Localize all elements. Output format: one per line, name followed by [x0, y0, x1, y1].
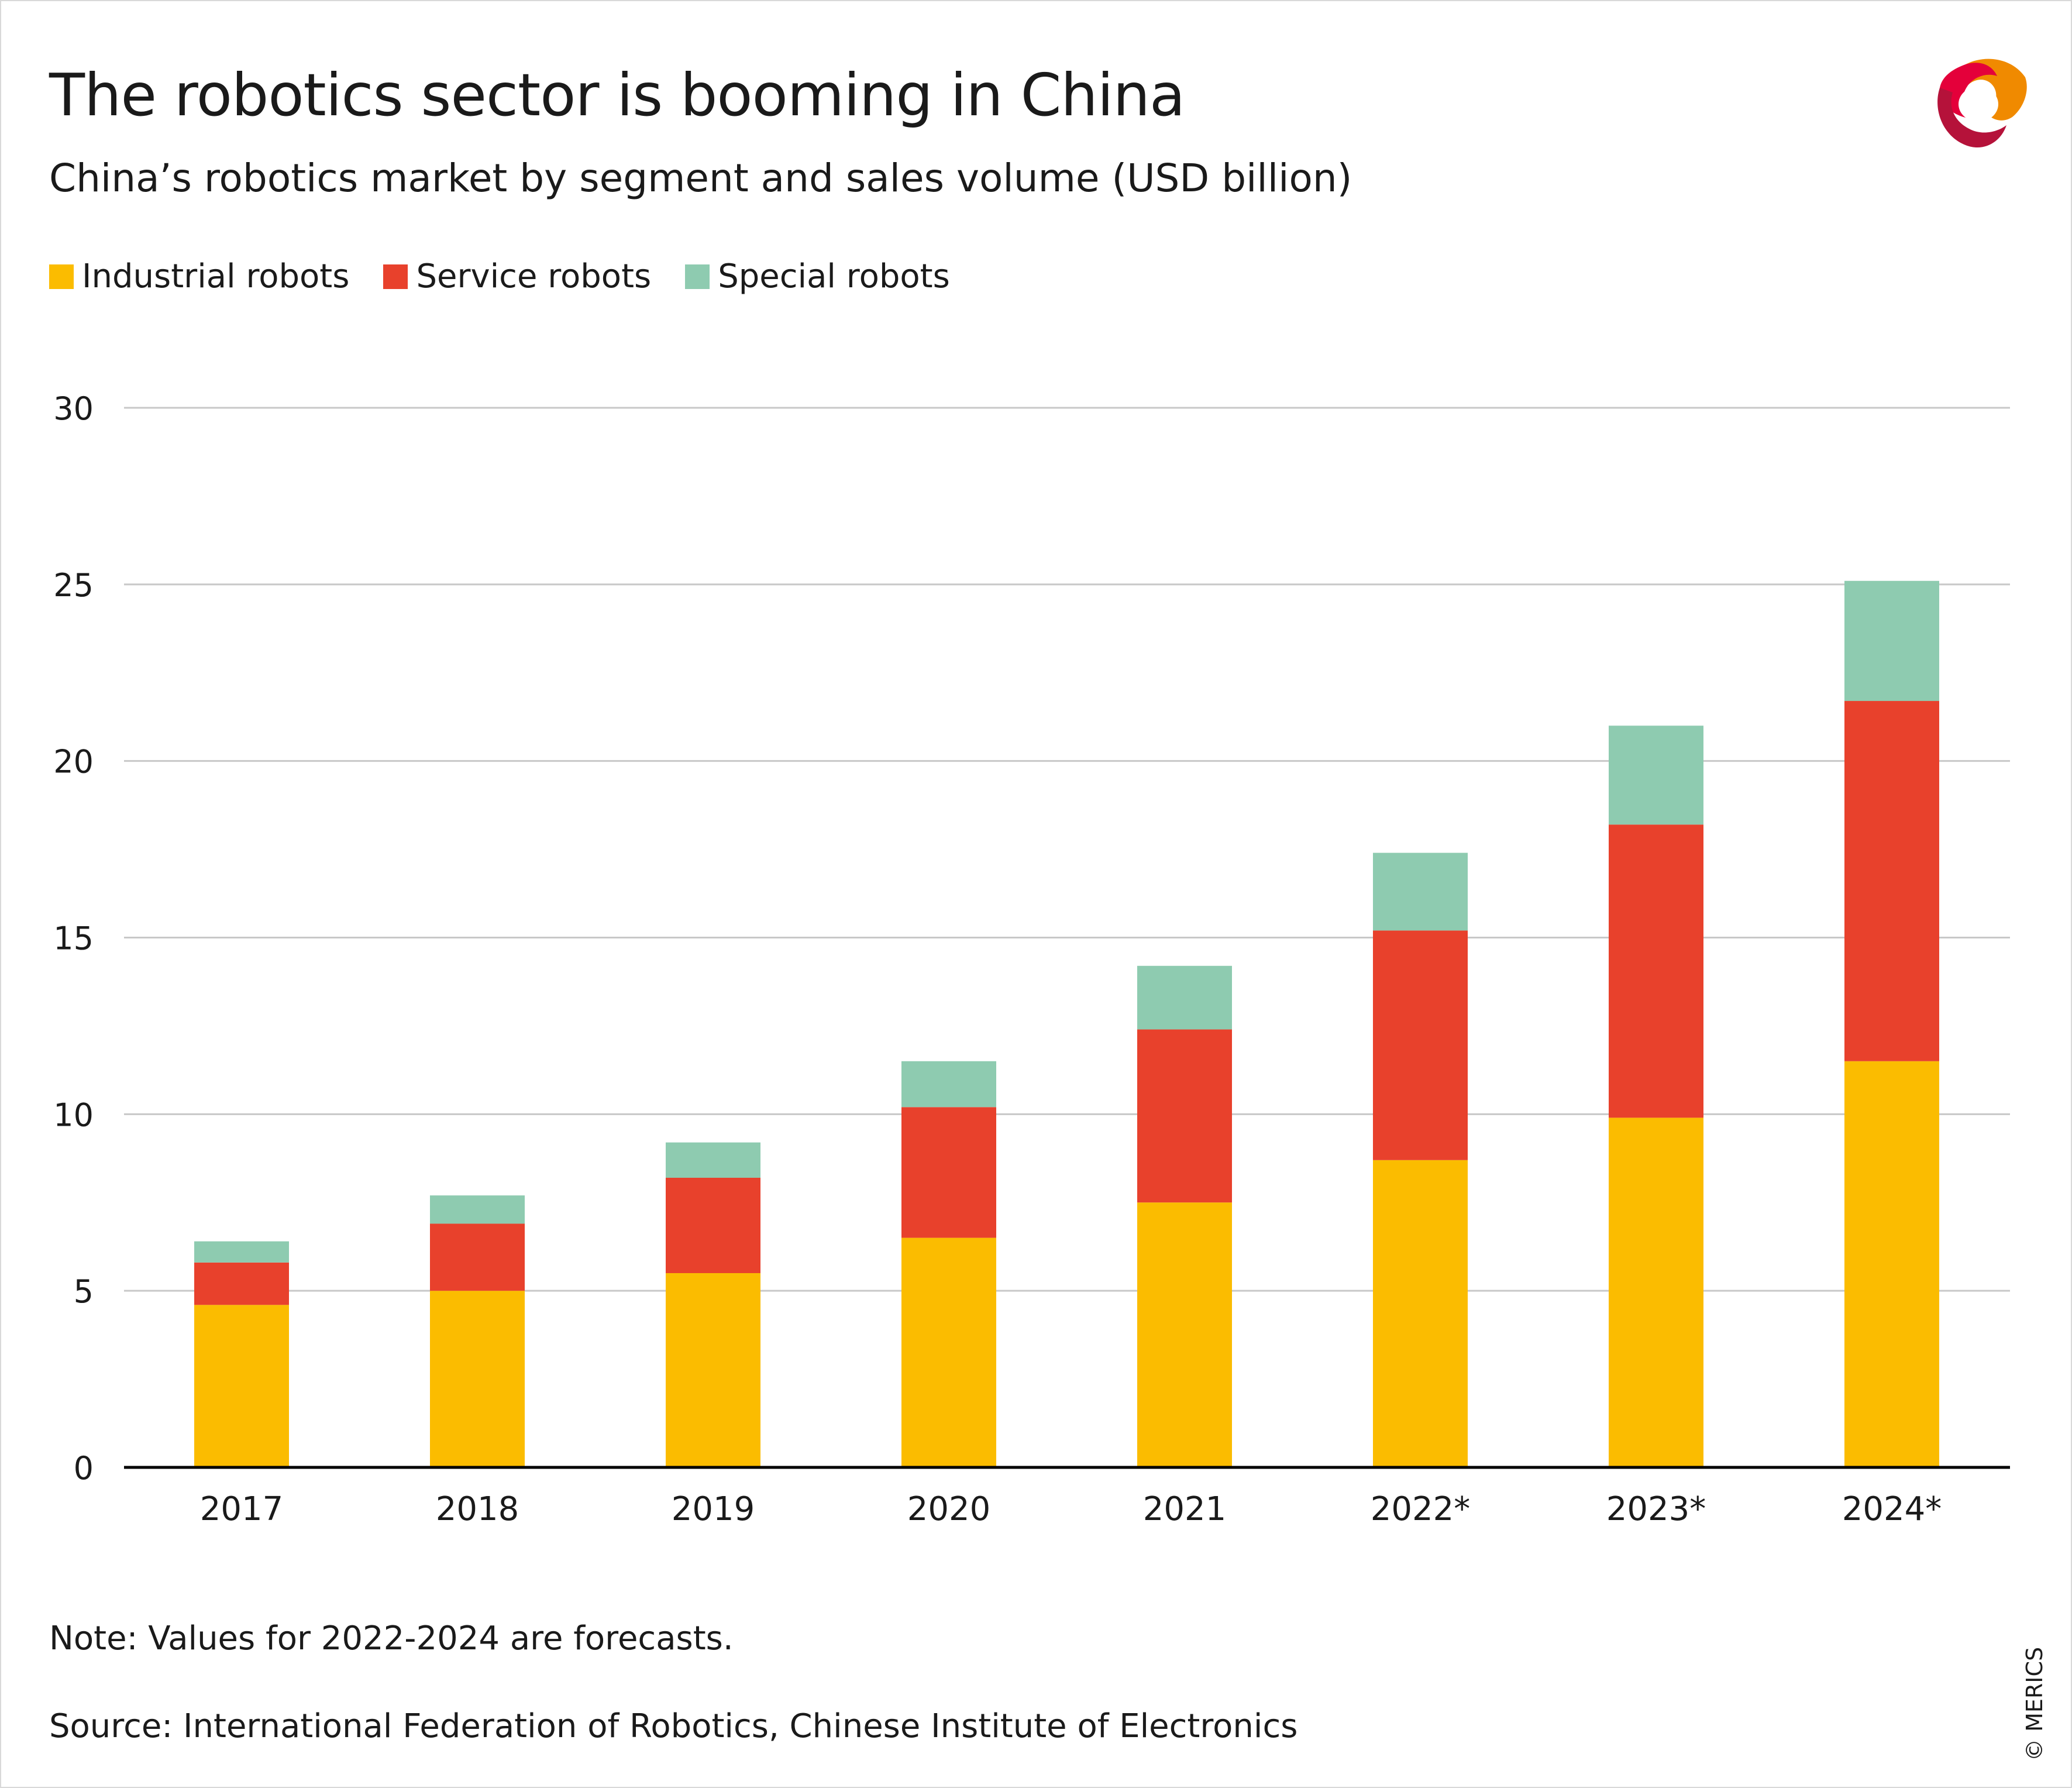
bar-special-2024: [1844, 580, 1939, 702]
bar-service-2017: [194, 1262, 289, 1305]
y-tick-label-25: 25: [53, 567, 94, 604]
bars: [194, 580, 1939, 1467]
legend-label-service: Service robots: [416, 257, 652, 295]
bar-special-2020: [901, 1061, 996, 1108]
bar-industrial-2019: [666, 1273, 760, 1467]
bar-service-2019: [666, 1177, 760, 1273]
legend: Industrial robots Service robots Special…: [49, 257, 950, 295]
bar-service-2024: [1844, 701, 1939, 1061]
legend-swatch-special: [685, 264, 710, 289]
bar-service-2020: [901, 1107, 996, 1238]
legend-label-industrial: Industrial robots: [82, 257, 350, 295]
x-tick-labels: 2017 2018 2019 2020 2021 2022* 2023* 2024*: [200, 1490, 1942, 1528]
y-tick-label-20: 20: [53, 744, 94, 780]
y-tick-label-15: 15: [53, 920, 94, 957]
y-tick-label-30: 30: [53, 390, 94, 427]
y-tick-label-10: 10: [53, 1096, 94, 1133]
legend-item-industrial: Industrial robots: [49, 257, 349, 295]
bar-special-2019: [666, 1142, 760, 1178]
legend-item-service: Service robots: [383, 257, 651, 295]
bar-industrial-2018: [430, 1291, 525, 1467]
x-tick-label-2021: 2021: [1143, 1490, 1227, 1528]
chart-subtitle: China’s robotics market by segment and s…: [49, 156, 1352, 201]
bar-special-2021: [1137, 965, 1232, 1030]
x-tick-label-2022: 2022*: [1371, 1490, 1471, 1528]
grid-lines: [124, 407, 2010, 1292]
x-tick-label-2023: 2023*: [1606, 1490, 1706, 1528]
x-tick-label-2018: 2018: [436, 1490, 519, 1528]
legend-item-special: Special robots: [685, 257, 950, 295]
bar-service-2023: [1609, 824, 1703, 1118]
x-tick-label-2017: 2017: [200, 1490, 284, 1528]
legend-swatch-service: [383, 264, 408, 289]
source-note: Source: International Federation of Robo…: [49, 1707, 1298, 1745]
bar-service-2022: [1373, 930, 1468, 1160]
bar-special-2022: [1373, 852, 1468, 931]
y-tick-label-0: 0: [74, 1450, 94, 1487]
bar-industrial-2020: [901, 1237, 996, 1467]
y-tick-labels: 0 5 10 15 20 25 30: [53, 390, 94, 1487]
merics-logo-icon: [1937, 59, 2027, 148]
bar-service-2018: [430, 1223, 525, 1291]
y-tick-label-5: 5: [74, 1273, 94, 1310]
bar-special-2017: [194, 1241, 289, 1263]
bar-special-2018: [430, 1195, 525, 1224]
x-tick-label-2020: 2020: [907, 1490, 991, 1528]
copyright-label: © MERICS: [2022, 1646, 2047, 1761]
x-tick-label-2019: 2019: [672, 1490, 755, 1528]
bar-industrial-2023: [1609, 1118, 1703, 1467]
legend-swatch-industrial: [49, 264, 74, 289]
legend-label-special: Special robots: [718, 257, 950, 295]
bar-industrial-2021: [1137, 1202, 1232, 1467]
x-tick-label-2024: 2024*: [1842, 1490, 1942, 1528]
bar-industrial-2024: [1844, 1061, 1939, 1467]
footnote: Note: Values for 2022-2024 are forecasts…: [49, 1619, 734, 1658]
bar-industrial-2022: [1373, 1160, 1468, 1467]
bar-industrial-2017: [194, 1305, 289, 1467]
chart-title: The robotics sector is booming in China: [49, 61, 1185, 129]
bar-special-2023: [1609, 725, 1703, 825]
bar-service-2021: [1137, 1029, 1232, 1203]
